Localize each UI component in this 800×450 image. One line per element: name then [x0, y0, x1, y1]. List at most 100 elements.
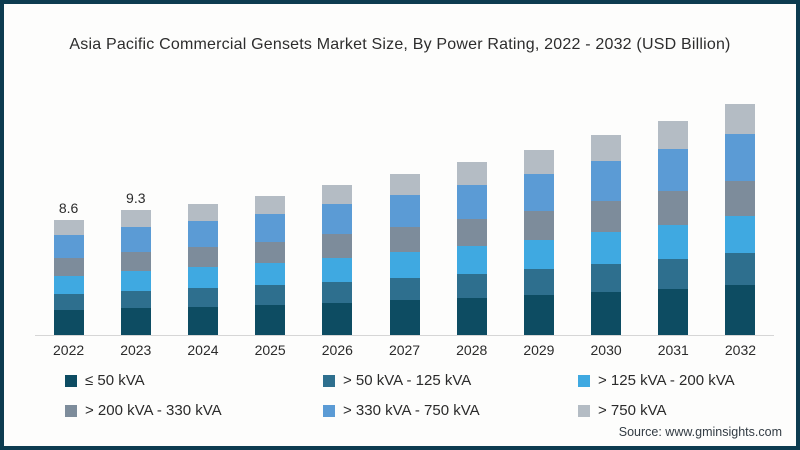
- bar-segment: [523, 174, 554, 212]
- legend-swatch-icon: [323, 404, 335, 417]
- bar-segment: [725, 104, 756, 135]
- x-axis-labels: 2022 2023 2024 2025 2026 2027 2028 2029 2030 2031…: [35, 342, 774, 358]
- chart-title: Asia Pacific Commercial Gensets Market S…: [69, 36, 731, 53]
- legend-label: ≤ 50 kVA: [85, 372, 145, 389]
- bar-segment: [255, 241, 286, 264]
- bar-segment: [53, 294, 84, 311]
- bar-segment: [389, 195, 420, 228]
- bar-segment: [187, 247, 218, 268]
- legend-swatch-icon: [65, 404, 77, 417]
- bar-segment: [255, 213, 286, 242]
- stacked-bar: [120, 210, 151, 335]
- legend: ≤ 50 kVA > 50 kVA - 125 kVA > 125 kVA - 20…: [65, 372, 766, 419]
- legend-item: > 330 kVA - 750 kVA: [323, 402, 578, 419]
- bar-segment: [725, 285, 756, 335]
- x-axis-tick-label: 2028: [456, 342, 488, 358]
- stacked-bar: [255, 195, 286, 335]
- bar-segment: [591, 232, 622, 265]
- bar-segment: [255, 263, 286, 286]
- bar-segment: [523, 211, 554, 240]
- bar-segment: [120, 251, 151, 271]
- bar-segment: [591, 201, 622, 233]
- bar-segment: [389, 277, 420, 301]
- bar-segment: [322, 184, 353, 205]
- x-axis-tick-label: 2024: [187, 342, 219, 358]
- legend-swatch-icon: [323, 374, 335, 387]
- bar-segment: [187, 306, 218, 335]
- bar-segment: [658, 120, 689, 149]
- bar-segment: [456, 219, 487, 247]
- bar-column: [505, 90, 572, 335]
- bar-segment: [322, 257, 353, 282]
- legend-item: > 50 kVA - 125 kVA: [323, 372, 578, 389]
- legend-swatch-icon: [578, 404, 590, 417]
- plot-area: 8.6 9.3: [35, 90, 774, 336]
- bar-segment: [322, 234, 353, 258]
- stacked-bar: [187, 203, 218, 335]
- legend-label: > 125 kVA - 200 kVA: [598, 372, 735, 389]
- stacked-bar: [591, 135, 622, 335]
- bar-column: [237, 90, 304, 335]
- x-axis-tick-label: 2031: [657, 342, 689, 358]
- stacked-bar: [53, 219, 84, 335]
- stacked-bar: [658, 120, 689, 335]
- bar-segment: [187, 220, 218, 247]
- x-axis-tick-label: 2026: [321, 342, 353, 358]
- bar-segment: [523, 150, 554, 175]
- legend-item: ≤ 50 kVA: [65, 372, 323, 389]
- bar-segment: [389, 227, 420, 253]
- x-axis-tick-label: 2025: [254, 342, 286, 358]
- bar-segment: [389, 252, 420, 278]
- bar-segment: [255, 195, 286, 214]
- legend-item: > 200 kVA - 330 kVA: [65, 402, 323, 419]
- bar-segment: [725, 216, 756, 254]
- bar-segment: [591, 264, 622, 293]
- stacked-bar: [456, 162, 487, 335]
- bar-segment: [187, 203, 218, 221]
- bar-segment: [53, 219, 84, 235]
- bar-segment: [591, 135, 622, 162]
- bar-column: [371, 90, 438, 335]
- bar-segment: [658, 288, 689, 335]
- bar-segment: [120, 270, 151, 291]
- bar-column: [707, 90, 774, 335]
- bar-segment: [523, 295, 554, 335]
- bar-segment: [523, 269, 554, 296]
- bar-value-label: 9.3: [126, 190, 146, 207]
- bar-segment: [255, 304, 286, 335]
- bar-segment: [456, 297, 487, 335]
- bar-segment: [389, 174, 420, 196]
- legend-label: > 200 kVA - 330 kVA: [85, 402, 222, 419]
- x-axis-tick-label: 2022: [53, 342, 85, 358]
- legend-label: > 750 kVA: [598, 402, 667, 419]
- stacked-bar: [322, 184, 353, 335]
- bar-segment: [322, 281, 353, 303]
- bar-segment: [725, 253, 756, 286]
- bar-segment: [53, 275, 84, 295]
- stacked-bar: [725, 104, 756, 335]
- bar-column: [169, 90, 236, 335]
- bar-column: [573, 90, 640, 335]
- x-axis-tick-label: 2023: [120, 342, 152, 358]
- bar-segment: [120, 308, 151, 335]
- legend-swatch-icon: [578, 374, 590, 387]
- stacked-bar: [389, 174, 420, 335]
- stacked-bar: [523, 150, 554, 335]
- bar-segment: [120, 210, 151, 227]
- bar-segment: [53, 257, 84, 276]
- bar-segment: [322, 302, 353, 335]
- bar-segment: [658, 191, 689, 225]
- x-axis-tick-label: 2027: [388, 342, 421, 358]
- source-credit: Source: www.gminsights.com: [618, 425, 782, 439]
- bar-segment: [53, 310, 84, 335]
- legend-swatch-icon: [65, 374, 77, 387]
- bar-segment: [658, 224, 689, 259]
- bar-segment: [322, 204, 353, 235]
- x-axis-tick-label: 2032: [724, 342, 757, 358]
- legend-item: > 125 kVA - 200 kVA: [578, 372, 766, 389]
- legend-label: > 50 kVA - 125 kVA: [343, 372, 472, 389]
- bar-segment: [456, 184, 487, 220]
- bar-segment: [658, 148, 689, 192]
- bar-column: [304, 90, 371, 335]
